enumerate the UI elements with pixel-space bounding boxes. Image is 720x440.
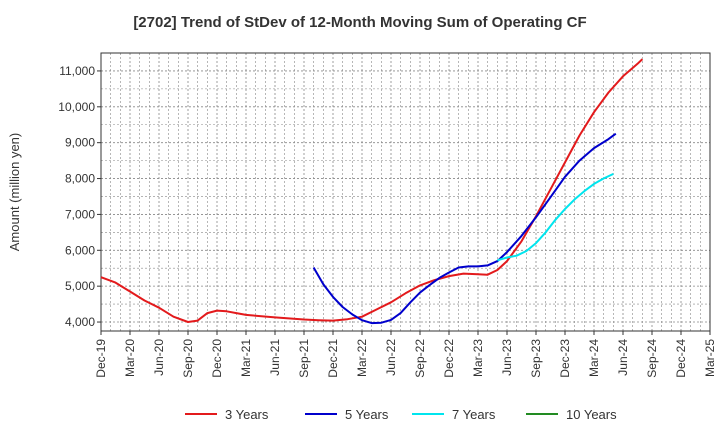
- legend: 3 Years 5 Years 7 Years 10 Years: [185, 407, 617, 422]
- x-tick-label: Sep-21: [297, 339, 311, 378]
- x-tick-label: Sep-23: [529, 339, 543, 378]
- legend-label: 5 Years: [345, 407, 389, 422]
- x-tick-label: Mar-23: [471, 339, 485, 377]
- y-tick-label: 7,000: [65, 207, 95, 221]
- legend-label: 10 Years: [566, 407, 617, 422]
- x-tick-label: Mar-21: [239, 339, 253, 377]
- x-tick-label: Dec-22: [442, 339, 456, 378]
- chart-title: [2702] Trend of StDev of 12-Month Moving…: [133, 14, 586, 31]
- y-tick-label: 9,000: [65, 136, 95, 150]
- x-tick-label: Mar-24: [587, 339, 601, 377]
- x-tick-label: Dec-20: [210, 339, 224, 378]
- series-line-5-years: [312, 132, 617, 325]
- x-tick-label: Mar-22: [355, 339, 369, 377]
- series-line-3-years: [100, 58, 644, 323]
- x-tick-label: Mar-25: [703, 339, 717, 377]
- plot-frame: [100, 52, 711, 332]
- x-tick-label: Jun-24: [616, 339, 630, 376]
- x-tick-label: Jun-22: [384, 339, 398, 376]
- series-line-7-years: [497, 172, 614, 262]
- y-axis-label: Amount (million yen): [7, 133, 22, 252]
- tick-layer: Dec-19 Mar-20 Jun-20 Sep-20 Dec-20 Mar-21 Jun-…: [58, 64, 717, 378]
- x-tick-label: Dec-19: [94, 339, 108, 378]
- y-tick-label: 8,000: [65, 172, 95, 186]
- x-tick-label: Sep-22: [413, 339, 427, 378]
- y-tick-label: 5,000: [65, 279, 95, 293]
- grid-layer: [101, 53, 710, 331]
- x-tick-label: Dec-21: [326, 339, 340, 378]
- y-tick-label: 11,000: [59, 64, 95, 78]
- y-tick-label: 4,000: [65, 315, 95, 329]
- x-tick-label: Sep-20: [181, 339, 195, 378]
- x-tick-label: Dec-23: [558, 339, 572, 378]
- series-layer: [100, 58, 644, 325]
- legend-label: 7 Years: [452, 407, 496, 422]
- y-tick-label: 10,000: [58, 100, 95, 114]
- legend-label: 3 Years: [225, 407, 269, 422]
- x-tick-label: Mar-20: [123, 339, 137, 377]
- x-tick-label: Jun-20: [152, 339, 166, 376]
- x-tick-label: Sep-24: [645, 339, 659, 378]
- y-tick-label: 6,000: [65, 243, 95, 257]
- x-tick-label: Jun-21: [268, 339, 282, 376]
- x-tick-label: Jun-23: [500, 339, 514, 376]
- x-tick-label: Dec-24: [674, 339, 688, 378]
